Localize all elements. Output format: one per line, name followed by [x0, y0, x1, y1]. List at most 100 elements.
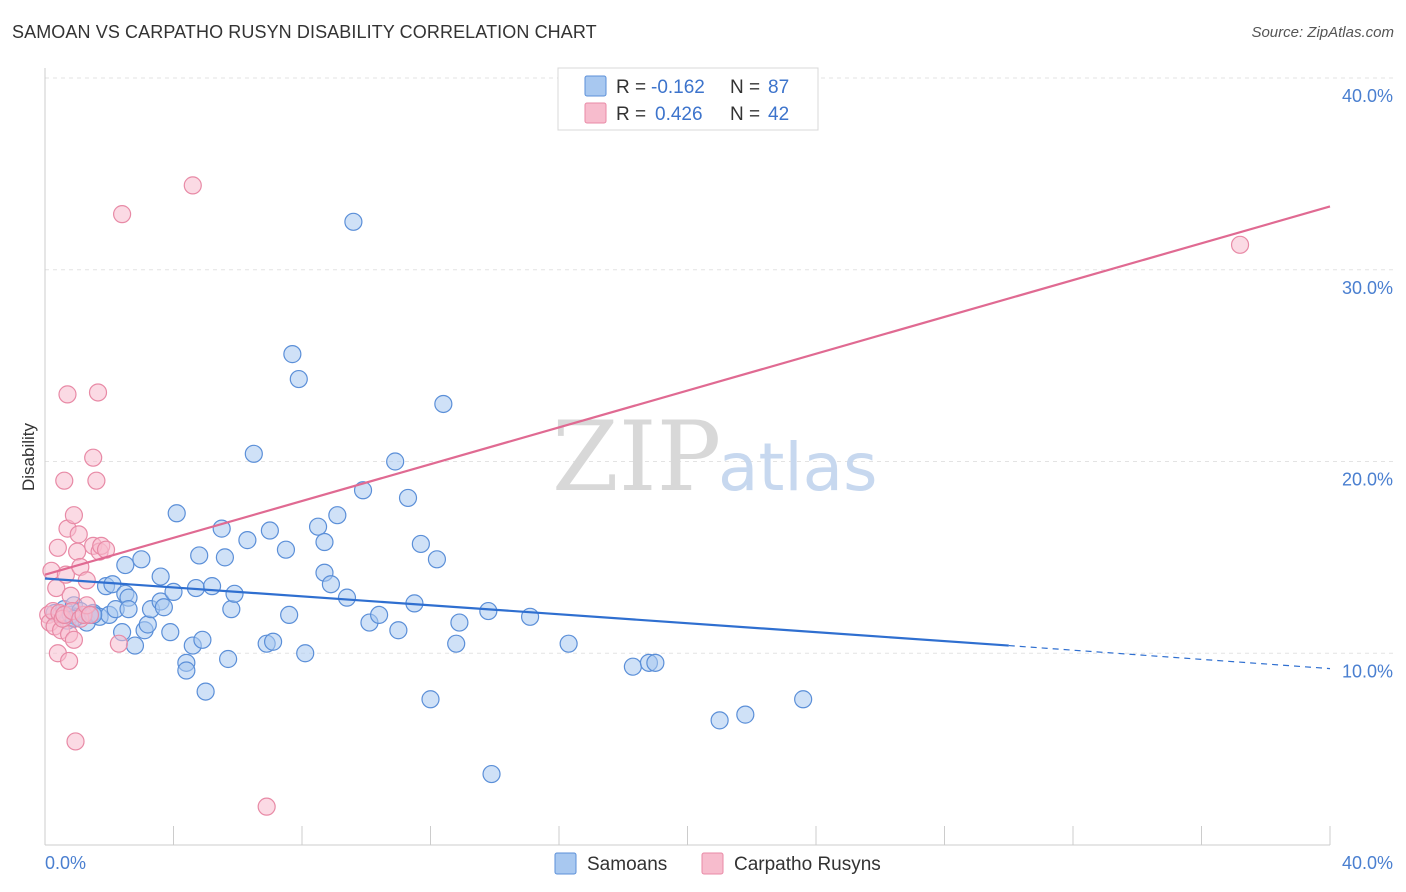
rusyns-point [64, 506, 84, 525]
rusyns-point [55, 471, 74, 490]
rusyns-point [80, 605, 100, 625]
rusyns-point [66, 732, 85, 751]
samoans-point [119, 600, 138, 619]
legend-n-label-samoans: N = [730, 77, 760, 98]
axes [44, 68, 1331, 846]
watermark-atlas: atlas [718, 429, 878, 506]
samoans-point [450, 613, 469, 632]
samoans-point [427, 550, 447, 569]
samoans-point [167, 504, 186, 523]
y-tick-label: 30.0% [1342, 278, 1393, 298]
samoans-point [225, 584, 244, 603]
samoans-point [479, 601, 498, 621]
samoans-point [215, 548, 234, 567]
legend-n-label-rusyns: N = [730, 104, 760, 125]
x-tick-label: 40.0% [1342, 853, 1393, 873]
samoans-point [411, 534, 430, 554]
samoans-point [321, 575, 341, 594]
samoans-point [434, 394, 453, 414]
bottom-legend-label-samoans: Samoans [587, 854, 667, 875]
rusyns-point [87, 471, 106, 490]
samoans-point [370, 605, 389, 625]
samoans-point [283, 345, 302, 364]
x-tick-label: 0.0% [45, 853, 86, 873]
samoans-trend-line-extension [1008, 644, 1331, 670]
legend-n-value-samoans: 87 [768, 77, 789, 98]
rusyns-point [58, 385, 77, 404]
rusyns-point [68, 542, 87, 561]
samoans-point [263, 632, 283, 651]
samoans-point [151, 567, 170, 586]
rusyns-point [257, 797, 276, 816]
bottom-legend-swatch-samoans [554, 852, 577, 875]
rusyns-point [84, 448, 103, 467]
samoans-point [386, 452, 405, 471]
rusyns-point [109, 634, 128, 653]
y-axis-label: Disability [19, 422, 38, 491]
y-tick-label: 20.0% [1342, 470, 1393, 490]
samoans-point [289, 369, 308, 389]
legend-r-value-samoans: -0.162 [651, 77, 705, 98]
samoans-point [280, 605, 299, 625]
y-tick-label: 40.0% [1342, 86, 1393, 106]
samoans-point [623, 657, 642, 676]
legend-n-value-rusyns: 42 [768, 104, 789, 125]
samoans-point [328, 506, 347, 525]
chart-title: SAMOAN VS CARPATHO RUSYN DISABILITY CORR… [12, 22, 597, 42]
rusyns-point [69, 525, 88, 544]
samoans-point [736, 705, 755, 724]
legend-swatch-samoans [584, 75, 607, 97]
rusyns-point [48, 538, 67, 557]
samoans-point [276, 540, 296, 559]
samoans-point [177, 661, 196, 680]
y-tick-label: 10.0% [1342, 661, 1393, 681]
samoans-point [202, 577, 222, 596]
rusyns-point [112, 205, 132, 224]
bottom-legend: Samoans Carpatho Rusyns [554, 852, 881, 875]
rusyns-point [88, 383, 108, 402]
samoans-point [646, 653, 665, 672]
watermark-zip: ZIP [552, 401, 721, 513]
samoans-point [238, 531, 257, 550]
rusyns-trend-line [44, 205, 1331, 576]
samoans-point [421, 690, 440, 709]
samoans-point [296, 644, 315, 663]
bottom-legend-swatch-rusyns [701, 852, 724, 875]
samoans-point [219, 649, 238, 669]
samoans-point [244, 444, 263, 463]
samoans-point [190, 546, 209, 565]
samoans-point [315, 532, 334, 552]
samoans-point [222, 600, 241, 619]
samoans-point [710, 711, 729, 730]
rusyns-points [39, 176, 1250, 816]
y-tick-labels: 10.0% 20.0% 30.0% 40.0% [1342, 86, 1393, 681]
legend-r-value-rusyns: 0.426 [655, 104, 703, 125]
samoans-point [125, 636, 145, 655]
samoans-point [389, 621, 408, 640]
legend-swatch-rusyns [584, 102, 607, 124]
samoans-point [196, 682, 215, 701]
samoans-point [161, 623, 180, 642]
samoans-point [482, 764, 501, 784]
samoans-point [353, 481, 373, 500]
rusyns-point [64, 630, 84, 649]
rusyns-point [1230, 235, 1250, 254]
samoans-point [344, 212, 363, 231]
samoans-point [138, 615, 157, 634]
rusyns-point [183, 176, 202, 195]
rusyns-point [59, 651, 79, 671]
samoans-point [260, 521, 279, 540]
rusyns-point [61, 586, 80, 605]
legend-box: R = -0.162 N = 87 R = 0.426 N = 42 [557, 67, 819, 131]
samoans-point [132, 550, 151, 569]
samoans-point [398, 488, 418, 508]
samoans-trend-line [44, 577, 1009, 647]
samoans-point [559, 634, 578, 653]
samoans-point [794, 690, 813, 709]
x-tick-labels: 0.0% 40.0% [45, 853, 1393, 873]
chart-source: Source: ZipAtlas.com [1251, 24, 1394, 41]
samoans-point [337, 588, 357, 607]
gridlines [45, 77, 1393, 654]
trend-lines [44, 205, 1331, 670]
